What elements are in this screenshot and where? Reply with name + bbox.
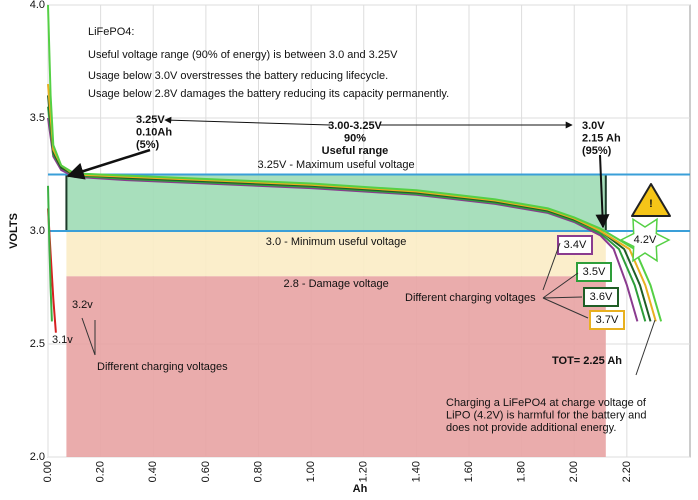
annotation: Useful range — [322, 145, 389, 157]
y-tick-label: 3.0 — [30, 225, 45, 237]
x-tick-label: 0.80 — [252, 461, 264, 482]
annotation: Charging a LiFePO4 at charge voltage of — [446, 397, 647, 409]
annotation: does not provide additional energy. — [446, 422, 616, 434]
annotation: 3.00-3.25V — [328, 120, 382, 132]
y-tick-label: 3.5 — [30, 112, 45, 124]
region-label: 3.0 - Minimum useful voltage — [266, 236, 407, 248]
annotation: 3.0V — [582, 120, 605, 132]
y-tick-label: 2.5 — [30, 338, 45, 350]
x-tick-label: 1.00 — [305, 461, 317, 482]
series-line — [47, 95, 652, 322]
series-line — [47, 117, 639, 322]
region — [66, 231, 606, 277]
annotation-arrow — [595, 154, 610, 229]
series-label: 3.7V — [596, 314, 619, 326]
x-tick-label: 0.40 — [147, 461, 159, 482]
region — [66, 276, 606, 457]
annotation: TOT= 2.25 Ah — [552, 355, 622, 367]
annotation-arrow — [66, 148, 151, 180]
x-tick-label: 2.20 — [621, 461, 633, 482]
annotation: Different charging voltages — [97, 361, 228, 373]
series-label-box — [576, 262, 612, 282]
series-label: 3.5V — [583, 266, 606, 278]
x-tick-label: 2.00 — [568, 461, 580, 482]
annotation-arrow — [164, 116, 331, 126]
series-label: 3.1v — [52, 334, 73, 346]
warning-icon — [631, 183, 671, 217]
series-label: 3.2v — [72, 299, 93, 311]
annotation-leader — [542, 242, 561, 291]
series-line — [47, 4, 663, 322]
x-axis-label: Ah — [353, 483, 368, 495]
annotation: Usage below 3.0V overstresses the batter… — [88, 70, 388, 82]
y-tick-label: 4.0 — [30, 0, 45, 11]
annotation: Useful voltage range (90% of energy) is … — [88, 49, 398, 61]
series-line — [47, 185, 53, 322]
annotation: (95%) — [582, 145, 612, 157]
series-label: 3.4V — [564, 239, 587, 251]
series-label-box — [583, 287, 619, 307]
series-label: 4.2V — [634, 234, 657, 246]
annotation: Different charging voltages — [405, 292, 536, 304]
annotation: 3.25V — [136, 114, 165, 126]
region-label: 3.25V - Maximum useful voltage — [258, 159, 415, 171]
y-tick-label: 2.0 — [30, 451, 45, 463]
series-label-box — [589, 310, 625, 330]
annotation-leader — [635, 319, 656, 376]
annotation: 0.10Ah — [136, 126, 172, 138]
x-tick-label: 1.40 — [410, 461, 422, 482]
annotation: LiFePO4: — [88, 26, 134, 38]
region-label: 2.8 - Damage voltage — [284, 278, 389, 290]
x-tick-label: 0.60 — [200, 461, 212, 482]
series-label-box — [557, 235, 593, 255]
annotation-leader — [542, 272, 579, 299]
region — [65, 173, 607, 232]
x-tick-label: 1.20 — [358, 461, 370, 482]
x-tick-label: 1.60 — [463, 461, 475, 482]
annotation: (5%) — [136, 139, 160, 151]
annotation-leader — [542, 296, 583, 299]
x-tick-label: 0.00 — [42, 461, 54, 482]
annotation-leader — [542, 297, 589, 319]
annotation: LiPO (4.2V) is harmful for the battery a… — [446, 409, 647, 421]
x-tick-label: 0.20 — [95, 461, 107, 482]
warning-mark: ! — [649, 198, 653, 210]
x-tick-label: 1.80 — [516, 461, 528, 482]
series-label: 3.6V — [590, 291, 613, 303]
annotation: Usage below 2.8V damages the battery red… — [88, 88, 449, 100]
annotation: 90% — [344, 132, 366, 144]
annotation: 2.15 Ah — [582, 132, 621, 144]
y-axis-label: VOLTS — [8, 213, 20, 249]
series-label-star — [619, 217, 671, 263]
annotation-leader — [81, 317, 96, 356]
